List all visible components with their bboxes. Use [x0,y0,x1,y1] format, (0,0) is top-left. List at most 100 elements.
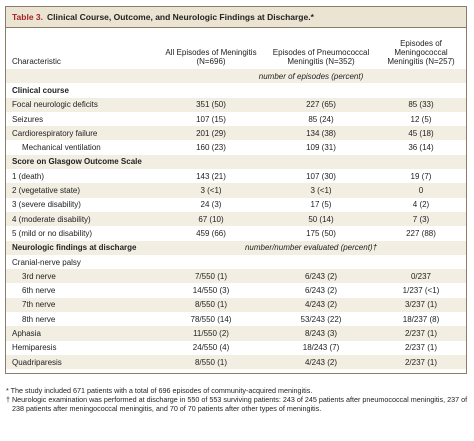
cell-value: 14/550 (3) [192,286,230,296]
cell-value: 8/243 (3) [266,326,376,341]
cell-value: 8/550 (1) [156,297,266,313]
header-row: Characteristic All Episodes of Meningiti… [6,28,466,69]
table-row: Score on Glasgow Outcome Scale [6,154,466,170]
cell-value: 4/243 (2) [266,354,376,370]
table-row: Cranial-nerve palsy [6,255,466,269]
cell-value: 24/550 (4) [192,343,230,353]
title-bar: Table 3. Clinical Course, Outcome, and Ne… [6,7,466,28]
table-row: Aphasia 11/550 (2) 8/243 (3) 2/237 (1) [6,326,466,341]
table-row: Neurologic findings at discharge number/n… [6,240,466,255]
cell-value: 3 (<1) [266,183,376,198]
cell-value: 227 (65) [266,97,376,112]
column-header: All Episodes of Meningitis (N=696) [165,48,257,66]
row-label: 7th nerve [6,297,156,313]
column-header: Episodes of Pneumococcal Meningitis (N=3… [272,48,370,66]
cell-value: 0/237 [376,269,466,284]
table-row: 2 (vegetative state) 3 (<1) 3 (<1) 0 [6,183,466,198]
cell-value: 2/237 (1) [376,354,466,370]
cell-value: 1/237 (<1) [402,286,440,296]
section-title: Score on Glasgow Outcome Scale [6,154,466,170]
table-row: 8th nerve 78/550 (14) 53/243 (22) 18/237 (8… [6,312,466,326]
cell-value: 175 (50) [306,228,336,238]
cell-value: 7 (3) [376,211,466,227]
footnote: † Neurologic examination was performed a… [6,395,468,413]
row-label: Quadriparesis [6,354,156,370]
cell [6,69,156,84]
cell-value: 351 (50) [156,97,266,112]
row-label: 5 (mild or no disability) [12,228,93,238]
row-label: 4 (moderate disability) [6,211,156,227]
cell-value: 67 (10) [156,211,266,227]
row-label: Seizures [12,114,44,124]
section-title: Clinical course [12,85,69,95]
table-title: Clinical Course, Outcome, and Neurologic… [47,12,314,22]
row-label: 2 (vegetative state) [6,183,156,198]
table-label: Table 3. [12,12,44,22]
cell-value: 18/237 (8) [402,314,440,324]
row-label: Focal neurologic deficits [6,97,156,112]
table-row: 3rd nerve 7/550 (1) 6/243 (2) 0/237 [6,269,466,284]
cell-value: 17 (5) [310,200,332,210]
table-row: Mechanical ventilation 160 (23) 109 (31) 36… [6,140,466,154]
row-label: 6th nerve [22,286,56,296]
cell-value: 24 (3) [200,200,222,210]
row-label: Cardiorespiratory failure [6,126,156,141]
table-row: Hemiparesis 24/550 (4) 18/243 (7) 2/237 (1) [6,341,466,355]
cell-value: 107 (30) [306,171,336,181]
row-label: Mechanical ventilation [22,143,101,153]
cell-value: 143 (21) [196,171,226,181]
cell-value: 45 (18) [376,126,466,141]
cell-value: 3/237 (1) [376,297,466,313]
footnotes: * The study included 671 patients with a… [6,386,468,413]
cell-value: 85 (24) [308,114,334,124]
table-body: number of episodes (percent) Clinical cou… [6,69,466,370]
section-note: number/number evaluated (percent)† [156,240,466,255]
row-label: 1 (death) [12,171,45,181]
table-row: 7th nerve 8/550 (1) 4/243 (2) 3/237 (1) [6,297,466,313]
cell-value: 18/243 (7) [302,343,340,353]
cell-value: 78/550 (14) [190,314,232,324]
table: Characteristic All Episodes of Meningiti… [6,28,466,370]
footnote: * The study included 671 patients with a… [6,386,313,395]
cell-value: 19 (7) [410,171,432,181]
cell-value: 134 (38) [266,126,376,141]
row-label: Cranial-nerve palsy [12,257,81,267]
row-label: 8th nerve [22,314,56,324]
cell-value: 6/243 (2) [266,269,376,284]
table-row: 4 (moderate disability) 67 (10) 50 (14) 7 (… [6,211,466,227]
column-header: Characteristic [12,57,61,66]
table-row: 3 (severe disability) 24 (3) 17 (5) 4 (2) [6,198,466,212]
cell-value: 160 (23) [196,143,226,153]
units-note: number of episodes (percent) [156,69,466,84]
table-row: Quadriparesis 8/550 (1) 4/243 (2) 2/237 (1) [6,354,466,370]
row-label: Aphasia [6,326,156,341]
cell-value: 2/237 (1) [404,343,438,353]
cell-value: 12 (5) [410,114,432,124]
table-row: Cardiorespiratory failure 201 (29) 134 (38… [6,126,466,141]
cell-value: 227 (88) [406,228,436,238]
row-label: 3 (severe disability) [12,200,81,210]
cell-value: 0 [376,183,466,198]
cell-value: 4/243 (2) [266,297,376,313]
cell-value: 6/243 (2) [304,286,338,296]
table-row: 5 (mild or no disability) 459 (66) 175 (50… [6,226,466,240]
cell-value: 3 (<1) [156,183,266,198]
table-row: Clinical course [6,83,466,97]
cell [156,255,466,269]
row-label: 3rd nerve [6,269,156,284]
cell-value: 53/243 (22) [300,314,342,324]
section-title: Neurologic findings at discharge [6,240,156,255]
cell-value: 36 (14) [408,143,434,153]
table-row: 6th nerve 14/550 (3) 6/243 (2) 1/237 (<1) [6,283,466,297]
cell-value: 11/550 (2) [156,326,266,341]
cell-value: 109 (31) [306,143,336,153]
cell-value: 85 (33) [376,97,466,112]
table-frame: Table 3. Clinical Course, Outcome, and Ne… [5,6,467,374]
table-row: 1 (death) 143 (21) 107 (30) 19 (7) [6,169,466,183]
table-row: Focal neurologic deficits 351 (50) 227 (65… [6,97,466,112]
table-row: number of episodes (percent) [6,69,466,84]
row-label: Hemiparesis [12,343,57,353]
cell-value: 50 (14) [266,211,376,227]
cell-value: 107 (15) [196,114,226,124]
cell-value: 201 (29) [156,126,266,141]
